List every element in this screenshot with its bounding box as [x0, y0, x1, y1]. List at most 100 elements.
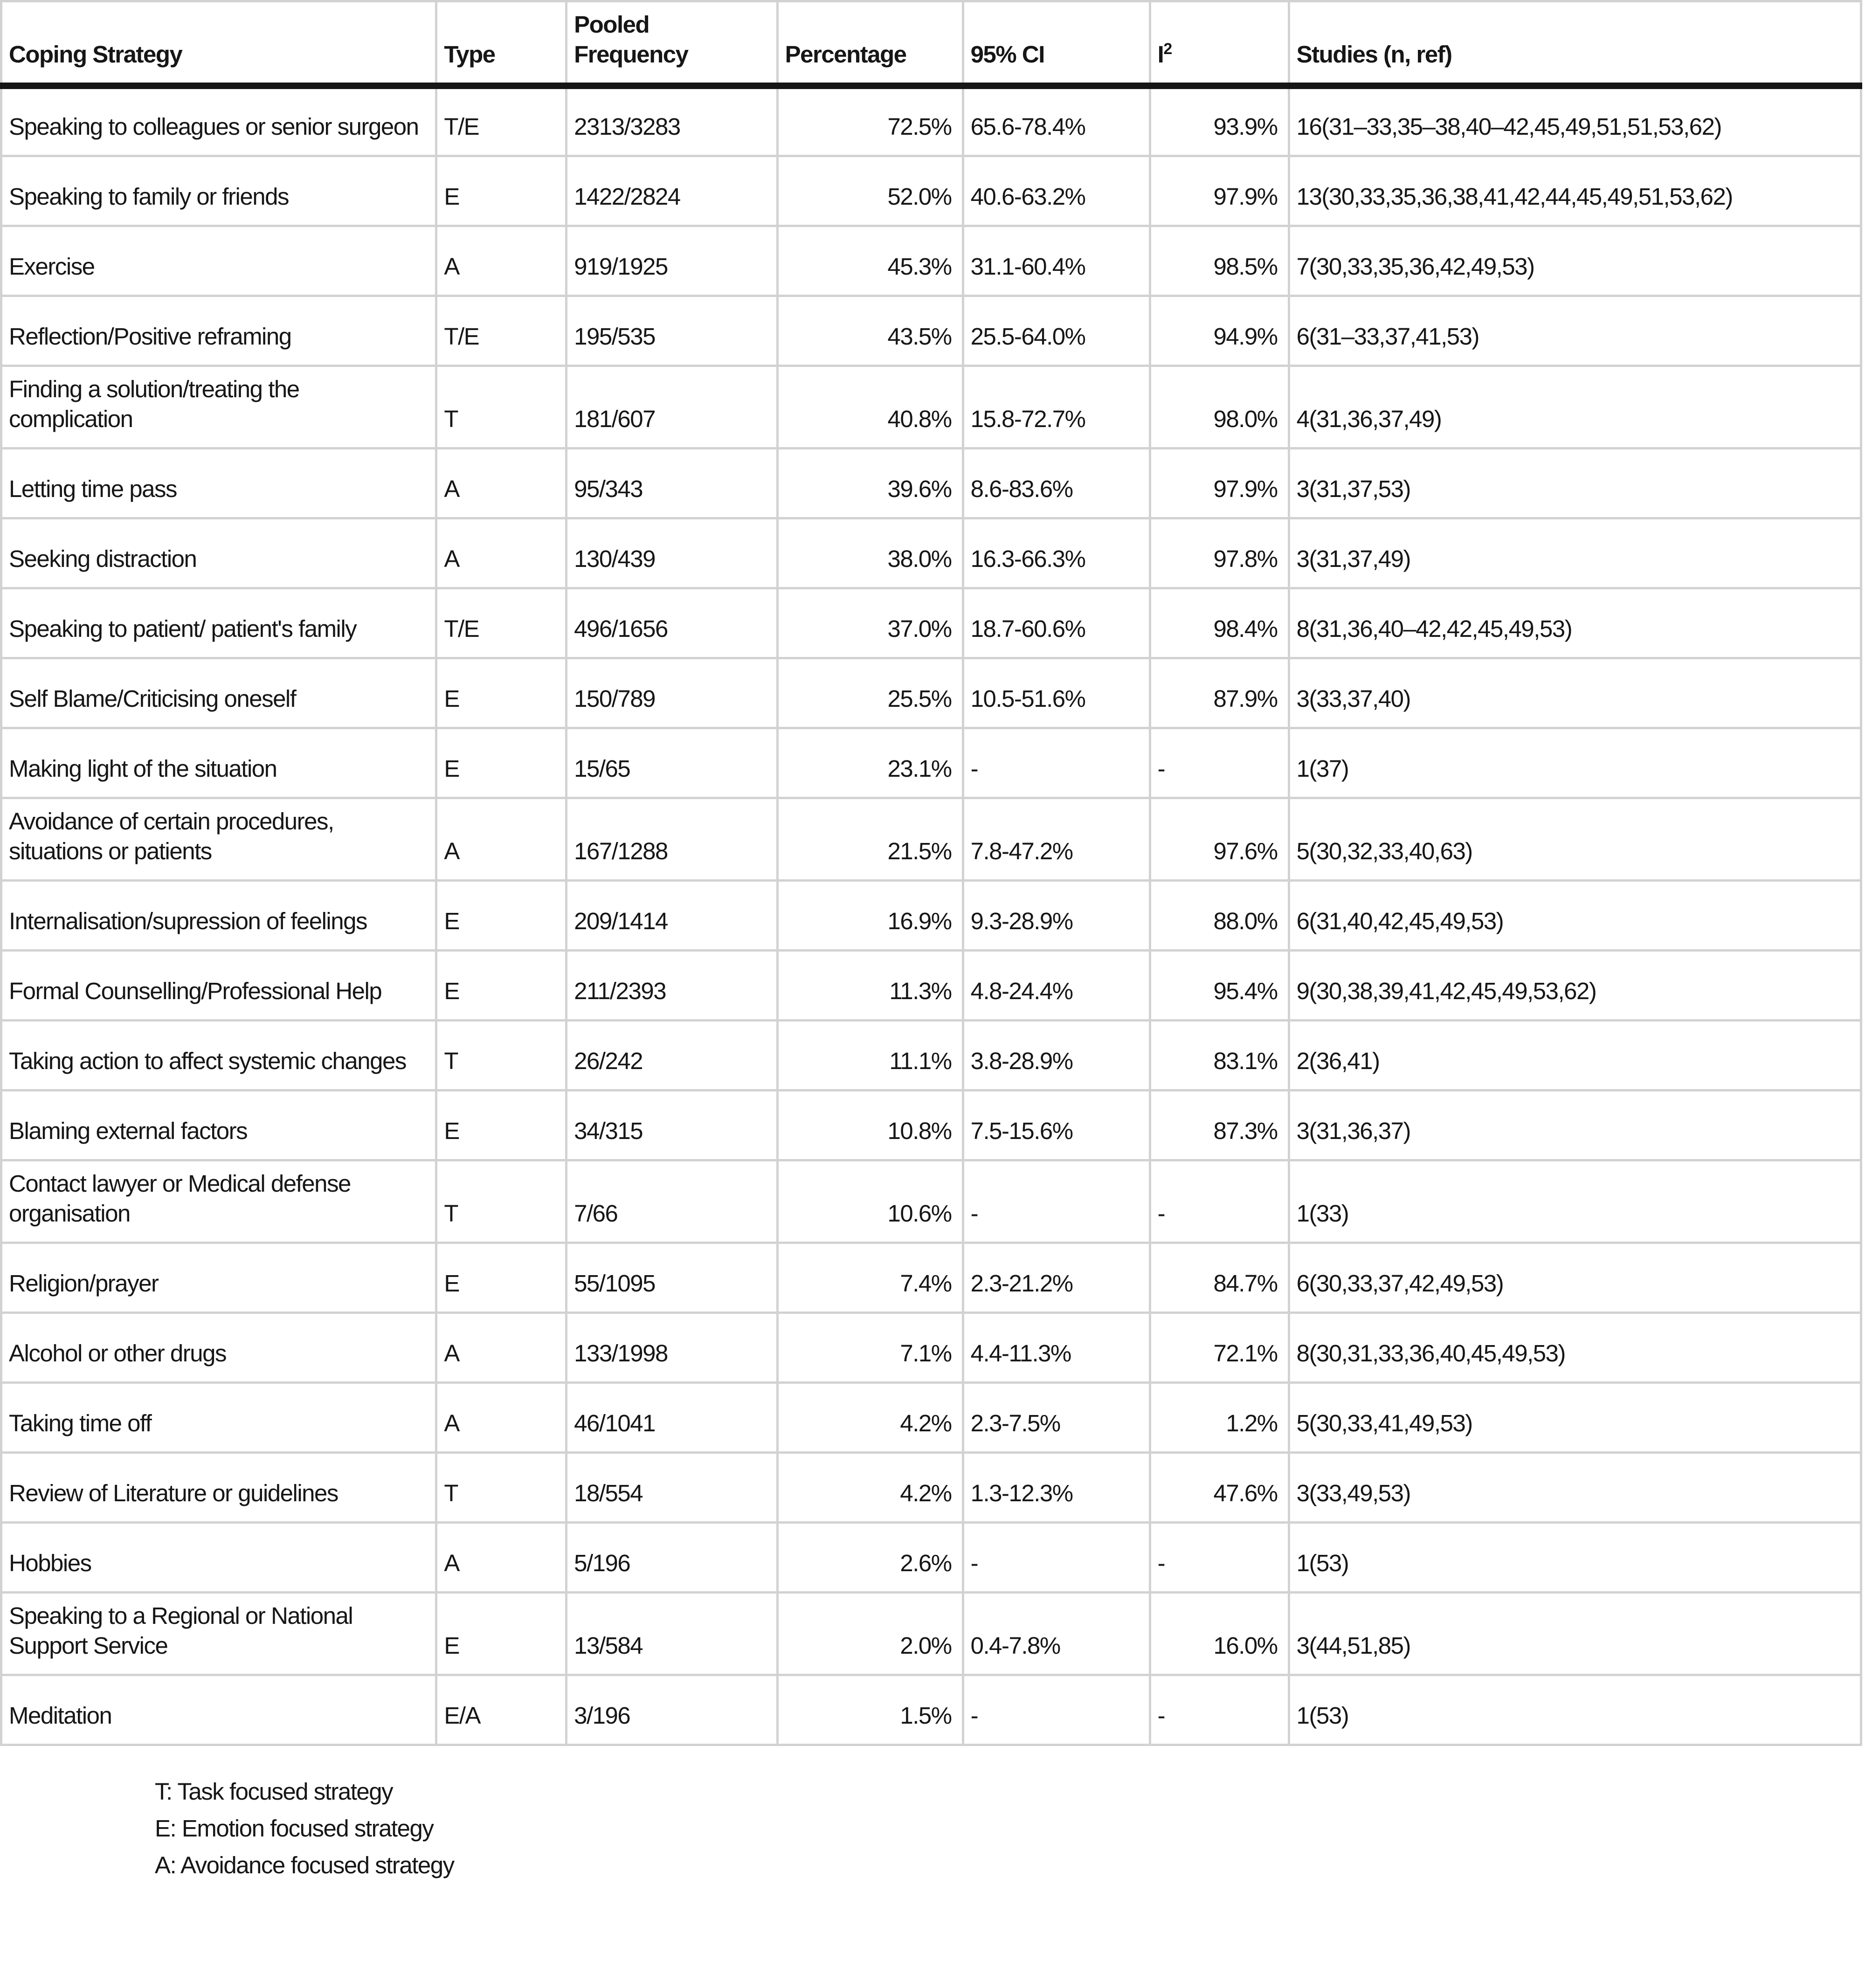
cell-type: E — [435, 656, 568, 729]
cell-i-squared: 98.4% — [1148, 587, 1290, 659]
cell-percentage: 11.1% — [776, 1019, 964, 1091]
cell-95ci: 2.3-7.5% — [961, 1381, 1151, 1454]
i-squared-base: I — [1157, 41, 1164, 68]
table-row: Formal Counselling/Professional Help E 2… — [0, 949, 1863, 1022]
cell-i-squared: 94.9% — [1148, 294, 1290, 367]
table-row: Taking time off A 46/1041 4.2% 2.3-7.5% … — [0, 1381, 1863, 1454]
cell-pooled-frequency: 95/343 — [565, 447, 779, 519]
cell-type: E — [435, 949, 568, 1022]
table-row: Internalisation/supression of feelings E… — [0, 879, 1863, 952]
footnote-line: T: Task focused strategy — [155, 1778, 394, 1805]
cell-percentage: 45.3% — [776, 224, 964, 297]
cell-95ci: 65.6-78.4% — [961, 84, 1151, 157]
cell-studies: 6(31–33,37,41,53) — [1287, 294, 1863, 367]
cell-coping-strategy: Letting time pass — [0, 447, 438, 519]
cell-studies: 2(36,41) — [1287, 1019, 1863, 1091]
cell-type: A — [435, 447, 568, 519]
cell-percentage: 2.6% — [776, 1521, 964, 1594]
cell-i-squared: - — [1148, 1159, 1290, 1244]
cell-coping-strategy: Making light of the situation — [0, 726, 438, 799]
cell-i-squared: 87.3% — [1148, 1089, 1290, 1161]
coping-strategies-table-wrap: Coping Strategy Type Pooled Frequency Pe… — [0, 0, 1863, 1878]
cell-percentage: 11.3% — [776, 949, 964, 1022]
table-header: Coping Strategy Type Pooled Frequency Pe… — [0, 0, 1863, 89]
cell-percentage: 7.4% — [776, 1241, 964, 1314]
cell-percentage: 21.5% — [776, 796, 964, 882]
table-row: Speaking to colleagues or senior surgeon… — [0, 84, 1863, 157]
cell-percentage: 25.5% — [776, 656, 964, 729]
cell-95ci: - — [961, 1673, 1151, 1746]
cell-type: A — [435, 1521, 568, 1594]
cell-type: E — [435, 879, 568, 952]
cell-i-squared: 16.0% — [1148, 1591, 1290, 1676]
cell-i-squared: 97.8% — [1148, 517, 1290, 589]
table-row: Finding a solution/treating the complica… — [0, 364, 1863, 449]
table-row: Avoidance of certain procedures, situati… — [0, 796, 1863, 882]
cell-coping-strategy: Alcohol or other drugs — [0, 1311, 438, 1384]
cell-type: T/E — [435, 84, 568, 157]
cell-type: E — [435, 1591, 568, 1676]
cell-coping-strategy: Speaking to a Regional or National Suppo… — [0, 1591, 438, 1676]
cell-type: E/A — [435, 1673, 568, 1746]
cell-studies: 8(31,36,40–42,42,45,49,53) — [1287, 587, 1863, 659]
cell-studies: 3(33,37,40) — [1287, 656, 1863, 729]
cell-95ci: 0.4-7.8% — [961, 1591, 1151, 1676]
cell-coping-strategy: Self Blame/Criticising oneself — [0, 656, 438, 729]
cell-percentage: 40.8% — [776, 364, 964, 449]
cell-percentage: 52.0% — [776, 154, 964, 227]
cell-type: E — [435, 1241, 568, 1314]
cell-i-squared: - — [1148, 726, 1290, 799]
cell-type: E — [435, 1089, 568, 1161]
table-row: Religion/prayer E 55/1095 7.4% 2.3-21.2%… — [0, 1241, 1863, 1314]
cell-coping-strategy: Seeking distraction — [0, 517, 438, 589]
cell-percentage: 2.0% — [776, 1591, 964, 1676]
cell-studies: 6(30,33,37,42,49,53) — [1287, 1241, 1863, 1314]
cell-type: T/E — [435, 587, 568, 659]
col-header-percentage: Percentage — [776, 0, 964, 89]
cell-95ci: - — [961, 726, 1151, 799]
cell-studies: 7(30,33,35,36,42,49,53) — [1287, 224, 1863, 297]
cell-type: T — [435, 1451, 568, 1524]
cell-pooled-frequency: 195/535 — [565, 294, 779, 367]
coping-strategies-table: Coping Strategy Type Pooled Frequency Pe… — [0, 0, 1863, 1746]
cell-type: A — [435, 517, 568, 589]
cell-95ci: 40.6-63.2% — [961, 154, 1151, 227]
cell-i-squared: 97.9% — [1148, 447, 1290, 519]
cell-percentage: 38.0% — [776, 517, 964, 589]
cell-studies: 3(31,37,53) — [1287, 447, 1863, 519]
cell-coping-strategy: Speaking to family or friends — [0, 154, 438, 227]
cell-pooled-frequency: 209/1414 — [565, 879, 779, 952]
cell-i-squared: 97.6% — [1148, 796, 1290, 882]
cell-coping-strategy: Avoidance of certain procedures, situati… — [0, 796, 438, 882]
cell-percentage: 43.5% — [776, 294, 964, 367]
cell-95ci: 3.8-28.9% — [961, 1019, 1151, 1091]
cell-i-squared: - — [1148, 1673, 1290, 1746]
cell-i-squared: 97.9% — [1148, 154, 1290, 227]
cell-95ci: - — [961, 1159, 1151, 1244]
col-header-i-squared: I2 — [1148, 0, 1290, 89]
cell-i-squared: 72.1% — [1148, 1311, 1290, 1384]
cell-studies: 3(44,51,85) — [1287, 1591, 1863, 1676]
cell-pooled-frequency: 26/242 — [565, 1019, 779, 1091]
cell-pooled-frequency: 3/196 — [565, 1673, 779, 1746]
table-row: Speaking to patient/ patient's family T/… — [0, 587, 1863, 659]
cell-coping-strategy: Religion/prayer — [0, 1241, 438, 1314]
cell-coping-strategy: Speaking to colleagues or senior surgeon — [0, 84, 438, 157]
cell-i-squared: 95.4% — [1148, 949, 1290, 1022]
table-row: Seeking distraction A 130/439 38.0% 16.3… — [0, 517, 1863, 589]
cell-pooled-frequency: 496/1656 — [565, 587, 779, 659]
cell-percentage: 7.1% — [776, 1311, 964, 1384]
cell-studies: 16(31–33,35–38,40–42,45,49,51,51,53,62) — [1287, 84, 1863, 157]
table-row: Reflection/Positive reframing T/E 195/53… — [0, 294, 1863, 367]
cell-coping-strategy: Reflection/Positive reframing — [0, 294, 438, 367]
cell-coping-strategy: Hobbies — [0, 1521, 438, 1594]
cell-95ci: 31.1-60.4% — [961, 224, 1151, 297]
cell-pooled-frequency: 15/65 — [565, 726, 779, 799]
cell-percentage: 72.5% — [776, 84, 964, 157]
cell-coping-strategy: Taking action to affect systemic changes — [0, 1019, 438, 1091]
header-row: Coping Strategy Type Pooled Frequency Pe… — [0, 0, 1863, 89]
cell-coping-strategy: Contact lawyer or Medical defense organi… — [0, 1159, 438, 1244]
table-row: Speaking to a Regional or National Suppo… — [0, 1591, 1863, 1676]
cell-pooled-frequency: 13/584 — [565, 1591, 779, 1676]
cell-i-squared: 47.6% — [1148, 1451, 1290, 1524]
